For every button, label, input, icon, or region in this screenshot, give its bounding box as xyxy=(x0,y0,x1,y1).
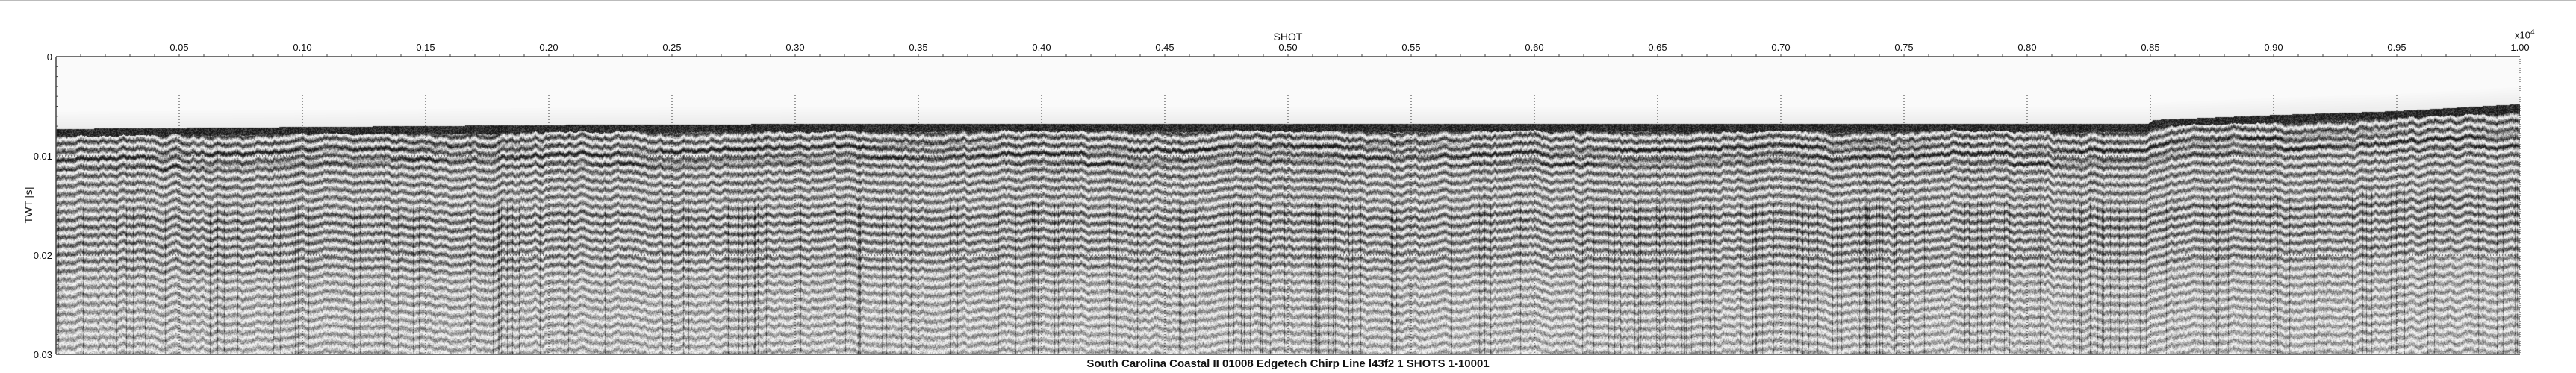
x-tick-label: 0.50 xyxy=(1278,42,1297,53)
multiplier-base: x10 xyxy=(2515,29,2530,41)
x-axis-multiplier: x104 xyxy=(2515,28,2535,40)
chart-title: South Carolina Coastal II 01008 Edgetech… xyxy=(1086,357,1490,370)
x-tick-label: 0.80 xyxy=(2017,42,2036,53)
x-tick-label: 0.70 xyxy=(1771,42,1790,53)
x-tick-label: 0.60 xyxy=(1525,42,1543,53)
x-tick-label: 0.20 xyxy=(539,42,558,53)
y-tick-label: 0.02 xyxy=(34,250,52,261)
y-tick-label: 0 xyxy=(47,51,52,63)
x-tick-label: 0.75 xyxy=(1894,42,1913,53)
multiplier-exponent: 4 xyxy=(2530,28,2535,37)
x-tick-label: 1.00 xyxy=(2510,42,2529,53)
x-axis-label: SHOT xyxy=(1273,31,1303,43)
y-axis-label: TWT [s] xyxy=(22,186,34,224)
x-tick-label: 0.65 xyxy=(1648,42,1667,53)
x-tick-label: 0.25 xyxy=(662,42,681,53)
x-tick-label: 0.45 xyxy=(1155,42,1174,53)
x-tick-label: 0.15 xyxy=(416,42,435,53)
x-tick-label: 0.05 xyxy=(169,42,188,53)
y-tick-label: 0.01 xyxy=(34,151,52,162)
x-tick-label: 0.55 xyxy=(1401,42,1420,53)
x-tick-label: 0.95 xyxy=(2387,42,2406,53)
y-tick-label: 0.03 xyxy=(34,349,52,360)
x-tick-label: 0.30 xyxy=(785,42,804,53)
x-tick-label: 0.35 xyxy=(909,42,927,53)
x-tick-label: 0.90 xyxy=(2264,42,2283,53)
x-tick-label: 0.10 xyxy=(293,42,311,53)
top-border xyxy=(0,0,2576,1)
x-tick-label: 0.85 xyxy=(2141,42,2159,53)
x-tick-label: 0.40 xyxy=(1032,42,1051,53)
